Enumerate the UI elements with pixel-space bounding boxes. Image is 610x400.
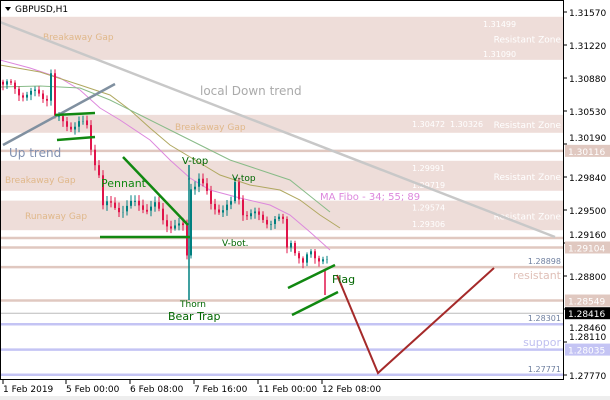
projection-path — [336, 267, 495, 375]
label-v-top: V-top — [182, 156, 208, 167]
zone-bottom-price: 1.31090 — [483, 50, 516, 59]
label-resistant: resistant — [513, 269, 562, 282]
time-axis-label: 1 Feb 2019 — [3, 385, 54, 395]
label-ma-fibo: MA Fibo - 34; 55; 89 — [320, 192, 420, 203]
zone-right-label: Resistant Zone — [494, 121, 562, 131]
zone-top-price: 1.29991 — [412, 164, 445, 173]
label-pennant: Pennant — [101, 177, 147, 190]
price-axis-label: 1.31220 — [569, 42, 606, 52]
zone-label: Breakaway Gap — [43, 33, 114, 43]
zone-label: Runaway Gap — [25, 212, 87, 222]
label-local-down-trend: local Down trend — [200, 84, 302, 98]
label-v-top: V-top — [232, 174, 256, 184]
range-bottom-line — [56, 135, 96, 142]
zone-bottom-price: 1.29306 — [412, 220, 445, 229]
time-axis-label: 5 Feb 00:00 — [66, 385, 120, 395]
gap-zone — [0, 200, 563, 231]
label-flag: Flag — [332, 273, 355, 286]
level-price-text: 1.27771 — [528, 365, 561, 374]
ma-34-line — [0, 59, 331, 251]
price-axis-label: 1.28800 — [569, 273, 606, 283]
flag-bottom-line — [291, 290, 339, 317]
label-support: suppor — [523, 336, 561, 349]
ma-55-line — [0, 64, 341, 229]
gap-zone — [0, 160, 563, 191]
label-up-trend: Up trend — [9, 146, 61, 160]
level-price-tag-text: 1.30116 — [568, 148, 605, 158]
level-price-tag-text: 1.29104 — [568, 245, 605, 255]
level-price-text: 1.28301 — [528, 314, 561, 323]
price-axis-label: 1.30190 — [569, 134, 606, 144]
zone-label: Breakaway Gap — [175, 123, 246, 133]
label-thorn: Thorn — [179, 300, 206, 310]
ma-89-line — [0, 85, 331, 213]
price-axis-label: 1.29840 — [569, 174, 606, 184]
time-axis-label: 11 Feb 00:00 — [258, 385, 317, 395]
price-axis-label: 1.29500 — [569, 207, 606, 217]
status-strip — [0, 396, 610, 400]
zone-top-price: 1.29574 — [412, 204, 445, 213]
current-price-text: 1.28416 — [568, 310, 605, 320]
label-v-bot: V-bot. — [222, 239, 249, 249]
range-top-line — [54, 111, 96, 117]
zone-label: Breakaway Gap — [5, 176, 76, 186]
zone-right-label: Resistant Zone — [494, 35, 562, 45]
current-price-tag — [565, 307, 610, 320]
price-axis-label: 1.30880 — [569, 75, 606, 85]
pennant-top-line — [122, 156, 189, 226]
zone-bottom-price: 1.30326 — [450, 120, 483, 129]
plot-frame — [0, 0, 564, 380]
time-axis-label: 7 Feb 16:00 — [194, 385, 248, 395]
flag-top-line — [287, 263, 336, 290]
price-axis-label: 1.30530 — [569, 108, 606, 118]
level-price-tag — [565, 294, 610, 307]
symbol-title: GBPUSD,H1 — [15, 5, 68, 15]
level-price-text: 1.28898 — [528, 257, 561, 266]
price-axis-label: 1.27770 — [569, 372, 606, 382]
level-price-tag-text: 1.28549 — [568, 298, 605, 308]
zone-top-price: 1.30472 — [412, 120, 445, 129]
price-axis-label: 1.28460 — [569, 324, 606, 334]
level-price-tag — [565, 241, 610, 254]
time-axis-label: 6 Feb 08:00 — [130, 385, 184, 395]
price-axis-label: 1.28110 — [569, 333, 606, 343]
zone-right-label: Resistant Zone — [494, 212, 562, 222]
zone-top-price: 1.31499 — [483, 20, 516, 29]
zone-bottom-price: 1.29719 — [412, 181, 445, 190]
price-axis-label: 1.29160 — [569, 231, 606, 241]
zone-right-label: Resistant Zone — [494, 173, 562, 183]
gap-zone — [0, 16, 563, 60]
price-axis-label: 1.31570 — [569, 9, 606, 19]
time-axis-label: 12 Feb 08:00 — [322, 385, 381, 395]
dropdown-triangle-icon — [5, 7, 11, 11]
level-price-tag — [565, 343, 610, 356]
downtrend-line — [0, 20, 556, 239]
label-bear-trap: Bear Trap — [168, 310, 220, 323]
level-price-tag — [565, 144, 610, 157]
level-price-tag-text: 1.28035 — [568, 347, 605, 357]
